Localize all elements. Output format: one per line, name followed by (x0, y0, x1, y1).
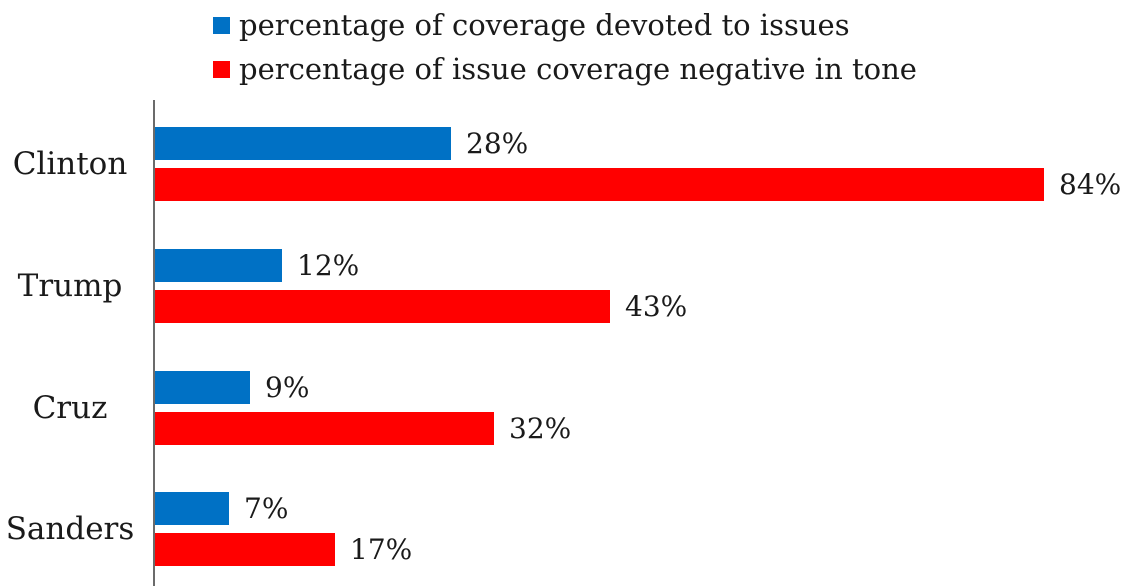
bar-clinton-series0 (155, 127, 451, 160)
legend-swatch-red (213, 60, 230, 78)
category-label-clinton: Clinton (12, 146, 128, 182)
value-label-trump-series1: 43% (625, 290, 688, 323)
legend-label-issues: percentage of coverage devoted to issues (239, 8, 850, 42)
value-label-trump-series0: 12% (297, 249, 360, 282)
legend-item-negative-tone: percentage of issue coverage negative in… (213, 47, 917, 91)
category-label-sanders: Sanders (5, 511, 135, 547)
bar-cruz-series0 (155, 371, 250, 404)
value-label-sanders-series1: 17% (350, 533, 413, 566)
legend-label-negative-tone: percentage of issue coverage negative in… (239, 52, 917, 86)
bar-trump-series0 (155, 249, 282, 282)
bar-sanders-series1 (155, 533, 335, 566)
category-label-cruz: Cruz (32, 390, 108, 426)
legend-swatch-blue (213, 16, 230, 34)
y-axis-line (153, 100, 155, 586)
value-label-clinton-series0: 28% (466, 127, 529, 160)
legend-item-issues: percentage of coverage devoted to issues (213, 3, 917, 47)
category-label-trump: Trump (17, 268, 123, 304)
bar-sanders-series0 (155, 492, 229, 525)
value-label-clinton-series1: 84% (1059, 168, 1121, 201)
value-label-cruz-series1: 32% (509, 412, 572, 445)
bar-clinton-series1 (155, 168, 1044, 201)
bar-trump-series1 (155, 290, 610, 323)
chart-legend: percentage of coverage devoted to issues… (213, 3, 917, 91)
value-label-cruz-series0: 9% (265, 371, 310, 404)
value-label-sanders-series0: 7% (244, 492, 289, 525)
bar-cruz-series1 (155, 412, 494, 445)
